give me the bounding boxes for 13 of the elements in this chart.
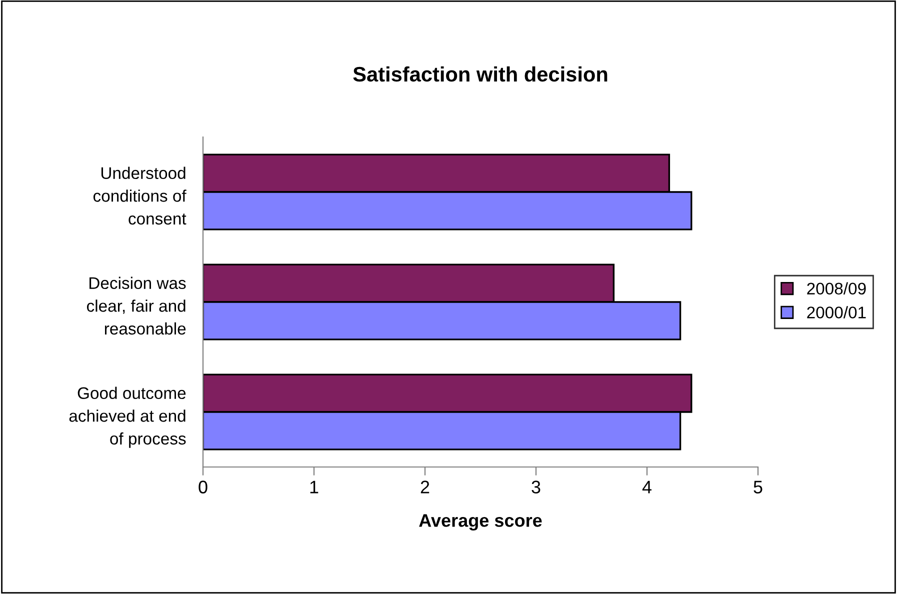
- y-tick-label: Decision was clear, fair and reasonable: [86, 276, 186, 335]
- x-tick-label: 0: [198, 480, 208, 494]
- x-axis-title: Average score: [419, 514, 542, 531]
- x-tick-label: 1: [310, 480, 318, 494]
- x-tick-label: 5: [754, 480, 762, 494]
- legend-label: 2008/09: [807, 282, 866, 295]
- chart-title: Satisfaction with decision: [353, 66, 608, 82]
- y-tick-label: Good outcome achieved at end of process: [69, 386, 186, 448]
- x-tick-label: 3: [532, 480, 540, 494]
- y-tick-label: Understood conditions of consent: [93, 166, 186, 225]
- x-tick-label: 2: [420, 480, 430, 494]
- x-tick-label: 4: [642, 480, 652, 494]
- legend-label: 2000/01: [807, 306, 866, 318]
